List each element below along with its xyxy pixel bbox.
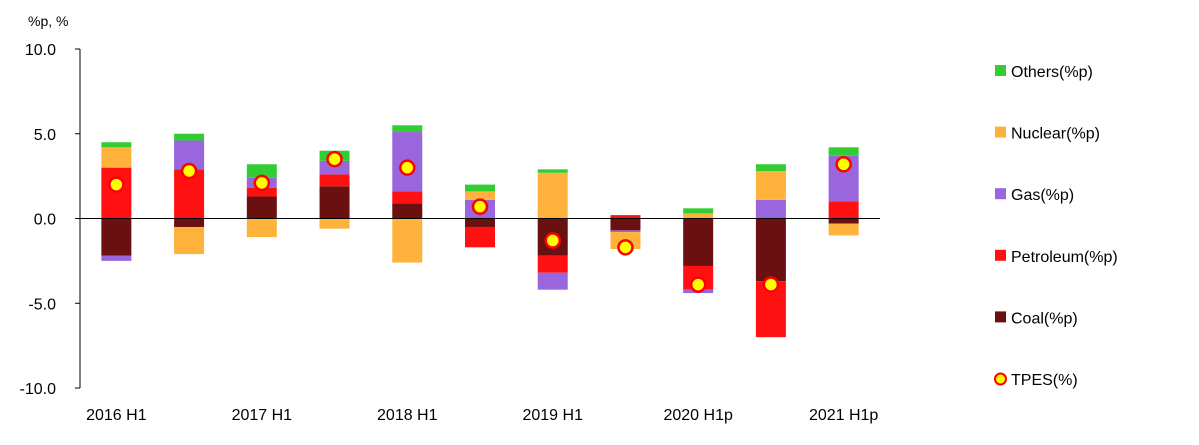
bar-segment-gas — [537, 272, 568, 290]
bar-segment-others — [828, 147, 859, 156]
tpes-marker — [762, 276, 780, 293]
bar-segment-nuclear — [319, 218, 350, 229]
bar-segment-coal — [392, 203, 423, 219]
tpes-marker — [544, 232, 561, 249]
legend-label: TPES(%) — [1011, 372, 1078, 389]
bar-segment-others — [101, 142, 132, 148]
bar-segment-petroleum — [828, 201, 859, 219]
bar-segment-gas — [319, 160, 350, 175]
bar-segment-others — [755, 164, 786, 172]
bar-segment-petroleum — [101, 167, 132, 219]
bar-segment-nuclear — [537, 172, 568, 219]
bar-segment-nuclear — [101, 147, 132, 168]
y-tick-label: -5.0 — [28, 296, 56, 313]
tpes-marker — [399, 159, 416, 176]
legend-swatch-marker — [994, 372, 1007, 386]
bar-segment-petroleum — [537, 255, 568, 273]
legend-label: Gas(%p) — [1011, 187, 1074, 204]
bars-layer — [101, 125, 859, 338]
bar-segment-gas — [755, 199, 786, 219]
y-tick-label: -10.0 — [20, 381, 57, 398]
bar-segment-nuclear — [392, 218, 423, 263]
tpes-marker — [617, 239, 634, 256]
bar-segment-coal — [246, 196, 277, 219]
x-tick-label: 2019 H1 — [522, 407, 583, 424]
x-tick-label: 2020 H1p — [663, 407, 732, 424]
legend-swatch — [995, 311, 1006, 323]
bar-segment-coal — [319, 186, 350, 219]
bar-segment-gas — [101, 255, 132, 261]
bar-segment-coal — [101, 218, 132, 256]
legend-swatch — [995, 65, 1006, 76]
x-tick-label: 2016 H1 — [86, 407, 147, 424]
legend: Others(%p) Nuclear(%p) Gas(%p) Petroleum(%p… — [994, 64, 1118, 389]
y-tick-label: 0.0 — [34, 212, 56, 229]
tpes-marker — [689, 276, 707, 293]
tpes-marker — [471, 198, 489, 215]
tpes-markers-layer — [108, 150, 852, 293]
bar-segment-others — [392, 125, 423, 133]
legend-swatch — [995, 249, 1006, 261]
bar-segment-coal — [828, 218, 859, 224]
bar-segment-coal — [683, 218, 714, 266]
tpes-marker — [180, 162, 198, 180]
tpes-marker — [835, 156, 852, 173]
x-tick-label: 2017 H1 — [232, 407, 293, 424]
bar-segment-nuclear — [755, 171, 786, 200]
bar-segment-coal — [174, 218, 205, 227]
tpes-marker — [253, 174, 271, 192]
bar-segment-nuclear — [465, 191, 495, 200]
bar-segment-others — [246, 164, 277, 178]
bar-segment-coal — [755, 218, 786, 282]
bar-segment-petroleum — [610, 215, 641, 219]
bar-segment-others — [465, 184, 495, 192]
legend-label: Nuclear(%p) — [1011, 126, 1100, 143]
bar-segment-others — [683, 208, 714, 214]
legend-swatch — [995, 126, 1006, 138]
x-tick-label: 2021 H1p — [809, 407, 878, 424]
x-tick-label: 2018 H1 — [377, 407, 438, 424]
bar-segment-nuclear — [828, 223, 859, 236]
legend-label: Coal(%p) — [1011, 310, 1078, 327]
bar-segment-others — [537, 169, 568, 173]
bar-segment-petroleum — [319, 174, 350, 187]
y-tick-label: 5.0 — [34, 127, 56, 144]
bar-segment-coal — [610, 218, 641, 231]
bar-segment-others — [174, 133, 205, 141]
bar-segment-petroleum — [392, 191, 423, 204]
bar-segment-petroleum — [465, 226, 495, 248]
tpes-marker — [108, 176, 125, 193]
bar-segment-petroleum — [246, 187, 277, 197]
legend-label: Petroleum(%p) — [1011, 249, 1118, 266]
bar-segment-nuclear — [246, 218, 277, 238]
y-tick-label: 10.0 — [25, 42, 56, 59]
bar-segment-gas — [610, 230, 641, 233]
legend-swatch — [995, 188, 1006, 200]
bar-segment-nuclear — [683, 213, 714, 219]
bar-segment-nuclear — [174, 226, 205, 255]
axes-layer: 10.0 5.0 0.0 -5.0 -10.0 2016 H1 2017 H1 2018 H1… — [20, 42, 880, 424]
y-axis-unit-label: %p, % — [28, 13, 68, 29]
tpes-marker — [326, 150, 343, 168]
bar-segment-coal — [465, 218, 495, 227]
legend-label: Others(%p) — [1011, 64, 1093, 81]
